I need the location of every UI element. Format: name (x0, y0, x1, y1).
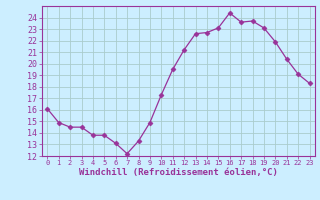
X-axis label: Windchill (Refroidissement éolien,°C): Windchill (Refroidissement éolien,°C) (79, 168, 278, 177)
